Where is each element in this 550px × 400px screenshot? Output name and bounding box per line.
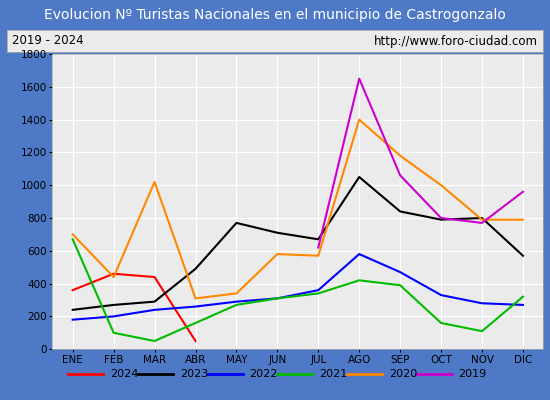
Text: 2023: 2023 [180,369,208,379]
Text: Evolucion Nº Turistas Nacionales en el municipio de Castrogonzalo: Evolucion Nº Turistas Nacionales en el m… [44,8,506,22]
Text: 2022: 2022 [249,369,278,379]
Text: 2019 - 2024: 2019 - 2024 [12,34,84,48]
Text: 2024: 2024 [110,369,139,379]
Text: http://www.foro-ciudad.com: http://www.foro-ciudad.com [374,34,538,48]
Text: 2020: 2020 [389,369,417,379]
Text: 2021: 2021 [319,369,347,379]
Text: 2019: 2019 [458,369,487,379]
